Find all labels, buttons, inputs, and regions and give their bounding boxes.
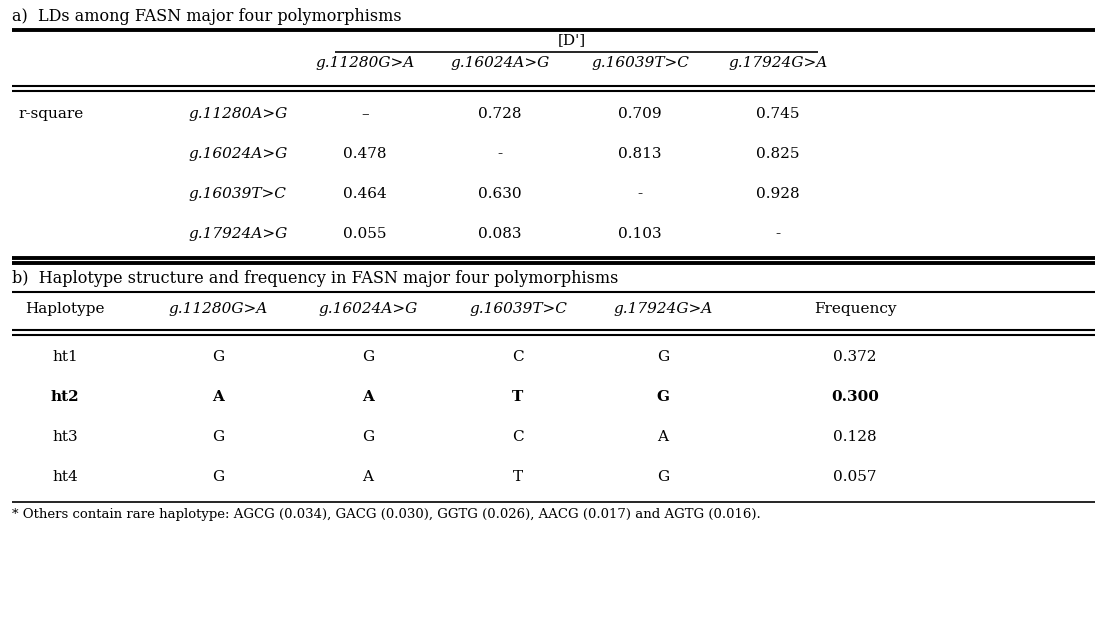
Text: 0.055: 0.055 <box>343 227 386 241</box>
Text: g.11280G>A: g.11280G>A <box>168 302 268 316</box>
Text: g.17924A>G: g.17924A>G <box>188 227 287 241</box>
Text: 0.630: 0.630 <box>478 187 521 201</box>
Text: g.16024A>G: g.16024A>G <box>451 56 549 70</box>
Text: C: C <box>513 350 524 364</box>
Text: a)  LDs among FASN major four polymorphisms: a) LDs among FASN major four polymorphis… <box>12 8 402 25</box>
Text: G: G <box>656 390 670 404</box>
Text: 0.709: 0.709 <box>618 107 662 121</box>
Text: Haplotype: Haplotype <box>25 302 105 316</box>
Text: ht1: ht1 <box>52 350 77 364</box>
Text: g.11280A>G: g.11280A>G <box>188 107 287 121</box>
Text: b)  Haplotype structure and frequency in FASN major four polymorphisms: b) Haplotype structure and frequency in … <box>12 270 619 287</box>
Text: 0.825: 0.825 <box>756 147 799 161</box>
Text: -: - <box>638 187 642 201</box>
Text: g.16024A>G: g.16024A>G <box>188 147 287 161</box>
Text: 0.103: 0.103 <box>618 227 662 241</box>
Text: ht3: ht3 <box>52 430 77 444</box>
Text: 0.128: 0.128 <box>834 430 877 444</box>
Text: -: - <box>775 227 780 241</box>
Text: 0.464: 0.464 <box>343 187 386 201</box>
Text: g.16024A>G: g.16024A>G <box>319 302 417 316</box>
Text: g.16039T>C: g.16039T>C <box>591 56 689 70</box>
Text: r-square: r-square <box>18 107 83 121</box>
Text: g.17924G>A: g.17924G>A <box>728 56 828 70</box>
Text: [D']: [D'] <box>558 33 586 47</box>
Text: G: G <box>362 430 374 444</box>
Text: g.17924G>A: g.17924G>A <box>613 302 713 316</box>
Text: g.16039T>C: g.16039T>C <box>469 302 567 316</box>
Text: A: A <box>658 430 669 444</box>
Text: 0.057: 0.057 <box>834 470 877 484</box>
Text: 0.928: 0.928 <box>756 187 800 201</box>
Text: ht4: ht4 <box>52 470 77 484</box>
Text: –: – <box>361 107 369 121</box>
Text: A: A <box>362 470 373 484</box>
Text: G: G <box>656 470 669 484</box>
Text: * Others contain rare haplotype: AGCG (0.034), GACG (0.030), GGTG (0.026), AACG : * Others contain rare haplotype: AGCG (0… <box>12 508 761 521</box>
Text: g.11280G>A: g.11280G>A <box>315 56 415 70</box>
Text: 0.728: 0.728 <box>478 107 521 121</box>
Text: C: C <box>513 430 524 444</box>
Text: G: G <box>211 470 224 484</box>
Text: T: T <box>513 470 524 484</box>
Text: 0.372: 0.372 <box>834 350 877 364</box>
Text: G: G <box>656 350 669 364</box>
Text: A: A <box>213 390 224 404</box>
Text: 0.478: 0.478 <box>343 147 386 161</box>
Text: 0.745: 0.745 <box>756 107 799 121</box>
Text: T: T <box>513 390 524 404</box>
Text: G: G <box>362 350 374 364</box>
Text: 0.083: 0.083 <box>478 227 521 241</box>
Text: -: - <box>497 147 503 161</box>
Text: 0.813: 0.813 <box>618 147 662 161</box>
Text: g.16039T>C: g.16039T>C <box>188 187 286 201</box>
Text: A: A <box>362 390 374 404</box>
Text: ht2: ht2 <box>51 390 80 404</box>
Text: Frequency: Frequency <box>814 302 897 316</box>
Text: G: G <box>211 430 224 444</box>
Text: 0.300: 0.300 <box>831 390 879 404</box>
Text: G: G <box>211 350 224 364</box>
